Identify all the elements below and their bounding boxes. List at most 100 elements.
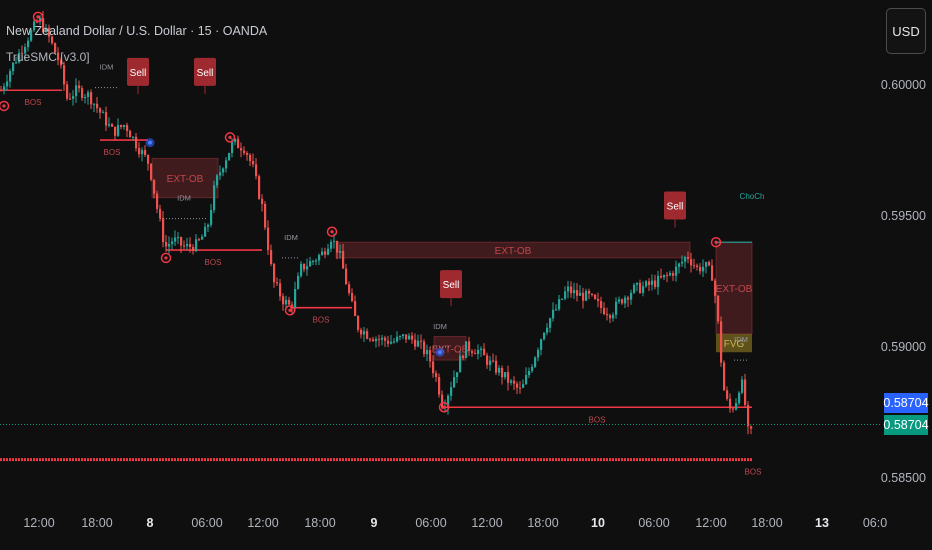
candle-body xyxy=(468,341,471,352)
candle-body xyxy=(486,355,489,365)
candle-body xyxy=(723,362,726,391)
candle-body xyxy=(375,338,378,342)
candle-body xyxy=(609,315,612,319)
candle-body xyxy=(255,164,258,177)
candle-body xyxy=(261,198,264,204)
candle-body xyxy=(288,299,291,305)
candle-body xyxy=(570,286,573,294)
candle-body xyxy=(177,237,180,239)
x-tick-label: 12:00 xyxy=(23,516,54,530)
swing-dot xyxy=(442,405,446,409)
candle-body xyxy=(579,292,582,296)
candle-body xyxy=(567,286,570,292)
candle-body xyxy=(576,290,579,296)
candle-body xyxy=(642,286,645,293)
candle-body xyxy=(189,244,192,248)
candle-body xyxy=(153,179,156,194)
candle-body xyxy=(648,281,651,285)
candle-body xyxy=(645,281,648,287)
candle-body xyxy=(606,314,609,316)
candles-layer xyxy=(0,10,753,435)
candle-body xyxy=(237,138,240,149)
candle-body xyxy=(312,260,315,262)
candle-body xyxy=(624,297,627,304)
candle-body xyxy=(420,340,423,342)
candle-body xyxy=(510,380,513,383)
candle-body xyxy=(495,360,498,373)
x-tick-label: 06:00 xyxy=(638,516,669,530)
sell-signal-label: Sell xyxy=(667,202,684,213)
candle-body xyxy=(615,301,618,315)
markers-layer: Sell Sell Sell Sell xyxy=(0,11,722,413)
candle-body xyxy=(588,290,591,294)
candle-body xyxy=(702,266,705,272)
sell-signal-label: Sell xyxy=(197,68,214,79)
candle-body xyxy=(594,294,597,299)
candle-body xyxy=(252,161,255,165)
candle-body xyxy=(279,283,282,297)
candle-body xyxy=(618,299,621,302)
x-tick-label: 9 xyxy=(371,516,378,530)
candle-body xyxy=(669,273,672,276)
candle-body xyxy=(33,21,36,31)
candle-body xyxy=(297,275,300,289)
candle-body xyxy=(39,18,42,23)
candle-body xyxy=(705,262,708,267)
candle-body xyxy=(348,284,351,294)
candle-body xyxy=(345,268,348,285)
time-axis[interactable]: 12:00 18:00 8 06:00 12:00 18:00 9 06:00 12:00 18:… xyxy=(23,516,887,530)
candle-body xyxy=(9,71,12,82)
sell-signal-label: Sell xyxy=(443,280,460,291)
candle-body xyxy=(120,124,123,127)
indicator-label[interactable]: TrueSMC [v3.0] xyxy=(6,50,90,64)
candle-body xyxy=(111,124,114,127)
candle-body xyxy=(15,62,18,64)
x-tick-label: 18:00 xyxy=(527,516,558,530)
candle-body xyxy=(333,240,336,242)
candle-body xyxy=(3,86,6,91)
candle-body xyxy=(519,387,522,389)
candle-body xyxy=(303,263,306,270)
candle-body xyxy=(423,341,426,355)
swing-dot xyxy=(36,15,40,19)
candle-body xyxy=(246,152,249,155)
candle-body xyxy=(393,341,396,343)
sell-signal-box xyxy=(440,270,462,299)
candle-body xyxy=(354,301,357,317)
candle-body xyxy=(192,247,195,251)
candle-body xyxy=(402,334,405,337)
candle-body xyxy=(507,372,510,383)
candle-body xyxy=(747,404,750,427)
candle-body xyxy=(270,250,273,264)
candle-body xyxy=(453,377,456,388)
candle-body xyxy=(66,84,69,99)
candle-body xyxy=(171,241,174,245)
fvg-zone xyxy=(716,333,752,353)
candle-body xyxy=(285,299,288,305)
candle-body xyxy=(114,126,117,136)
candle-body xyxy=(6,81,9,87)
candle-body xyxy=(708,262,711,266)
candle-body xyxy=(477,349,480,354)
candle-body xyxy=(357,316,360,330)
candle-body xyxy=(42,18,45,32)
candle-body xyxy=(249,154,252,162)
candle-body xyxy=(201,236,204,240)
candle-body xyxy=(552,309,555,319)
candle-body xyxy=(93,103,96,105)
candle-body xyxy=(228,153,231,161)
currency-button[interactable]: USD xyxy=(886,8,926,54)
swing-marker xyxy=(0,100,10,112)
candle-body xyxy=(654,280,657,288)
bos-label: BOS xyxy=(745,468,762,477)
candle-body xyxy=(729,398,732,409)
swing-marker xyxy=(284,305,296,316)
candle-body xyxy=(240,148,243,151)
swing-marker xyxy=(32,11,44,23)
price-axis[interactable]: 0.60000 0.59500 0.59000 0.58500 xyxy=(881,78,926,485)
candle-body xyxy=(75,85,78,97)
candle-body xyxy=(531,366,534,371)
candle-body xyxy=(465,341,468,358)
swing-dot xyxy=(228,135,232,139)
